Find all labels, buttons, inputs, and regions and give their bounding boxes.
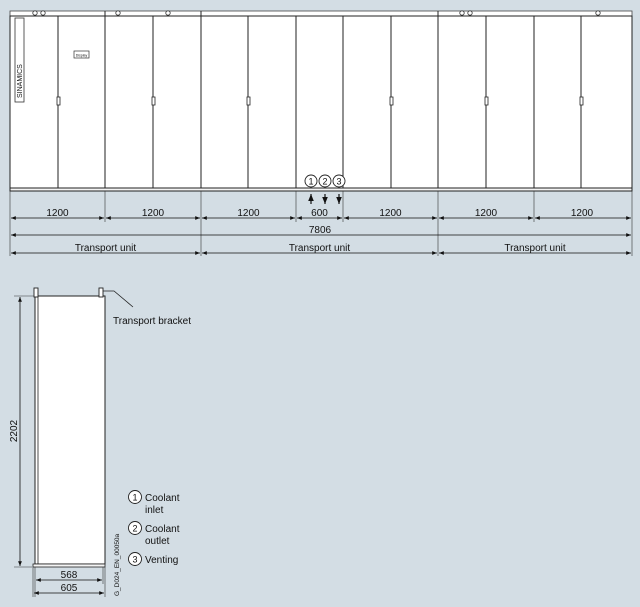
width-dimension: 1200 (202, 208, 295, 220)
svg-text:2202: 2202 (9, 419, 20, 442)
svg-text:568: 568 (61, 570, 78, 581)
front-view: SINAMICS Display 1 2 3 (9, 10, 633, 256)
legend: 1 Coolant inlet 2 Coolant outlet 3 Venti… (128, 490, 180, 566)
width-dimensions: 1200 1200 1200 600 1200 1200 (11, 208, 631, 220)
width-dimension: 600 (297, 208, 342, 220)
brand-label: SINAMICS (17, 64, 24, 98)
transport-unit-dimension: Transport unit (11, 243, 200, 255)
marker-coolant-outlet: 2 (318, 174, 332, 188)
svg-text:Transport unit: Transport unit (289, 243, 351, 254)
svg-text:1200: 1200 (571, 208, 594, 219)
legend-item-coolant-inlet: 1 Coolant inlet (128, 490, 180, 516)
svg-text:Transport unit: Transport unit (75, 243, 137, 254)
door-handles (56, 96, 584, 106)
transport-unit-dimension: Transport unit (202, 243, 437, 255)
legend-item-coolant-outlet: 2 Coolant outlet (128, 521, 180, 547)
transport-unit-dimensions: Transport unit Transport unit Transport … (11, 243, 631, 255)
transport-unit-dimension: Transport unit (439, 243, 631, 255)
svg-text:1200: 1200 (237, 208, 260, 219)
svg-text:3: 3 (132, 555, 137, 565)
width-dimension: 1200 (11, 208, 104, 220)
transport-bracket-label: Transport bracket (113, 316, 191, 327)
display-panel-label: Display (76, 54, 88, 58)
width-dimension: 1200 (344, 208, 437, 220)
side-view: Transport bracket 2202 568 605 G_D024_EN… (9, 287, 191, 597)
transport-bracket-leader (103, 290, 134, 308)
marker-venting: 3 (332, 174, 346, 188)
display-panel (73, 50, 90, 59)
svg-text:1: 1 (308, 177, 313, 187)
svg-text:1: 1 (132, 493, 137, 503)
brand-label-strip (14, 17, 25, 103)
svg-text:outlet: outlet (145, 536, 170, 547)
side-cabinet-plinth (32, 563, 106, 568)
svg-text:inlet: inlet (145, 505, 164, 516)
width-dimension: 1200 (535, 208, 631, 220)
width-dimension: 1200 (106, 208, 200, 220)
drawing-id: G_D024_EN_00050a (114, 533, 121, 596)
height-dimension: 2202 (9, 295, 34, 568)
cabinet-body (9, 15, 633, 189)
svg-text:Coolant: Coolant (145, 524, 180, 535)
svg-text:600: 600 (311, 208, 328, 219)
cabinet-plinth (9, 187, 633, 192)
svg-text:7806: 7806 (309, 225, 332, 236)
svg-text:1200: 1200 (142, 208, 165, 219)
lifting-eyes (32, 10, 601, 16)
width-dimension: 1200 (439, 208, 533, 220)
legend-item-venting: 3 Venting (128, 552, 178, 566)
extension-lines (9, 191, 633, 256)
svg-text:2: 2 (132, 524, 137, 534)
depth-dimension-outer: 605 (34, 583, 104, 595)
svg-text:1200: 1200 (379, 208, 402, 219)
svg-text:1200: 1200 (46, 208, 69, 219)
svg-text:3: 3 (336, 177, 341, 187)
svg-text:Coolant: Coolant (145, 493, 180, 504)
svg-text:605: 605 (61, 583, 78, 594)
transport-brackets (33, 287, 104, 298)
cabinet-top-rail (9, 10, 633, 17)
depth-dimensions: 568 605 (32, 567, 106, 597)
side-cabinet-body (34, 295, 106, 565)
marker-coolant-inlet: 1 (304, 174, 318, 188)
svg-text:2: 2 (322, 177, 327, 187)
svg-text:Venting: Venting (145, 555, 178, 566)
total-width-dimension: 7806 (11, 225, 631, 237)
svg-text:Transport unit: Transport unit (504, 243, 566, 254)
coolant-markers: 1 2 3 (304, 174, 346, 204)
svg-text:1200: 1200 (475, 208, 498, 219)
depth-dimension-inner: 568 (36, 570, 102, 582)
